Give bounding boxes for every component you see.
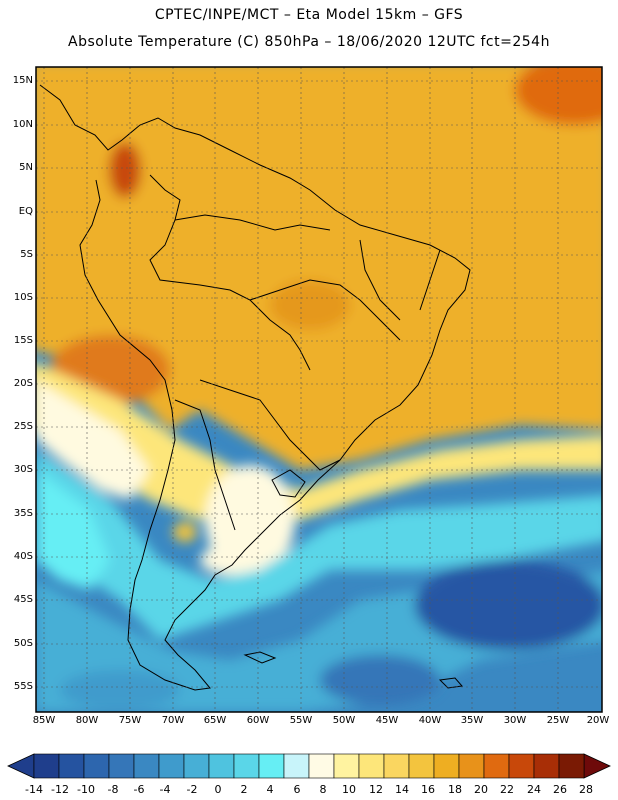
colorbar-swatch <box>333 753 360 779</box>
colorbar-label: 24 <box>527 783 541 796</box>
lon-label: 85W <box>32 715 56 726</box>
colorbar-swatch <box>508 753 535 779</box>
lon-label: 45W <box>375 715 399 726</box>
lon-label: 25W <box>546 715 570 726</box>
colorbar-label: 6 <box>293 783 301 796</box>
colorbar-label: 20 <box>474 783 488 796</box>
colorbar-swatch <box>258 753 285 779</box>
lat-label: 35S <box>13 508 33 519</box>
map-subtitle: Absolute Temperature (C) 850hPa – 18/06/… <box>68 34 550 50</box>
lat-label: 10S <box>13 292 33 303</box>
lat-label: 15N <box>12 75 33 86</box>
colorbar-label: 26 <box>553 783 567 796</box>
lat-label: 5S <box>20 249 33 260</box>
lon-label: 30W <box>503 715 527 726</box>
lon-label: 60W <box>246 715 270 726</box>
colorbar-swatch <box>483 753 510 779</box>
colorbar-label: -10 <box>77 783 95 796</box>
colorbar-label: -8 <box>107 783 119 796</box>
colorbar <box>7 753 611 779</box>
colorbar-label: 2 <box>240 783 248 796</box>
colorbar-swatch <box>308 753 335 779</box>
colorbar-low-arrow <box>7 753 35 779</box>
colorbar-label: 16 <box>421 783 435 796</box>
colorbar-swatch <box>183 753 210 779</box>
colorbar-label: 8 <box>319 783 327 796</box>
lat-label: 30S <box>13 464 33 475</box>
colorbar-swatch <box>408 753 435 779</box>
colorbar-swatch <box>533 753 560 779</box>
colorbar-label: 4 <box>266 783 274 796</box>
lat-label: 5N <box>19 162 33 173</box>
colorbar-label: -4 <box>159 783 171 796</box>
colorbar-label: -14 <box>25 783 43 796</box>
graticule <box>36 67 602 712</box>
lon-label: 65W <box>203 715 227 726</box>
temperature-field <box>36 67 602 712</box>
lat-label: EQ <box>18 206 33 217</box>
lon-label: 55W <box>289 715 313 726</box>
lon-label: 75W <box>118 715 142 726</box>
colorbar-swatch <box>83 753 110 779</box>
colorbar-swatch <box>233 753 260 779</box>
colorbar-swatch <box>133 753 160 779</box>
lat-label: 25S <box>13 421 33 432</box>
colorbar-swatch <box>108 753 135 779</box>
lon-label: 80W <box>75 715 99 726</box>
colorbar-label: 22 <box>500 783 514 796</box>
colorbar-label: 28 <box>579 783 593 796</box>
lat-label: 45S <box>13 594 33 605</box>
map-title: CPTEC/INPE/MCT – Eta Model 15km – GFS <box>154 7 464 23</box>
colorbar-label: -6 <box>133 783 145 796</box>
colorbar-swatch <box>558 753 585 779</box>
colorbar-swatch <box>58 753 85 779</box>
colorbar-swatch <box>158 753 185 779</box>
lon-label: 70W <box>161 715 185 726</box>
colorbar-label: 14 <box>395 783 409 796</box>
lat-label: 10N <box>12 119 33 130</box>
colorbar-label: 0 <box>214 783 222 796</box>
colorbar-swatch <box>458 753 485 779</box>
colorbar-high-arrow <box>583 753 611 779</box>
lon-label: 40W <box>418 715 442 726</box>
colorbar-swatch <box>383 753 410 779</box>
map-frame <box>35 66 603 713</box>
lat-label: 55S <box>13 681 33 692</box>
lon-label: 35W <box>460 715 484 726</box>
lon-label: 20W <box>586 715 610 726</box>
colorbar-label: 18 <box>448 783 462 796</box>
colorbar-swatch <box>358 753 385 779</box>
lat-label: 15S <box>13 335 33 346</box>
colorbar-label: 10 <box>342 783 356 796</box>
lat-label: 20S <box>13 378 33 389</box>
colorbar-swatch <box>208 753 235 779</box>
colorbar-label: -12 <box>51 783 69 796</box>
lon-label: 50W <box>332 715 356 726</box>
colorbar-label: -2 <box>186 783 198 796</box>
colorbar-swatch <box>33 753 60 779</box>
colorbar-label: 12 <box>369 783 383 796</box>
lat-label: 50S <box>13 638 33 649</box>
colorbar-swatch <box>433 753 460 779</box>
colorbar-swatch <box>283 753 310 779</box>
lat-label: 40S <box>13 551 33 562</box>
